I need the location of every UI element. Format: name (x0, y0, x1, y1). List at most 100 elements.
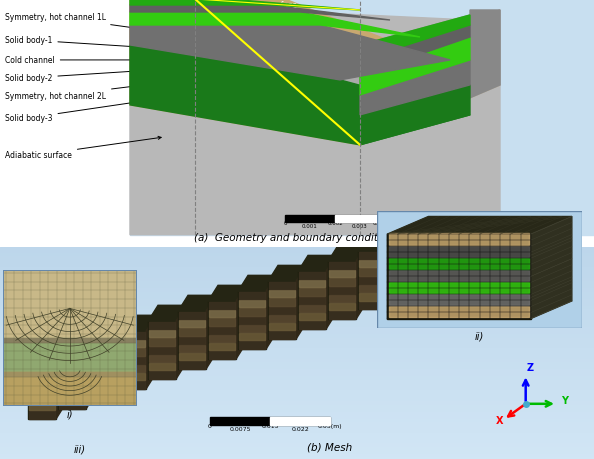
Bar (390, 306, 529, 318)
Bar (0, 255, 594, 258)
Bar (329, 295, 355, 302)
Bar (329, 262, 355, 269)
Bar (269, 307, 295, 314)
Text: Solid body-1: Solid body-1 (5, 36, 181, 52)
Bar (0, 360, 594, 364)
Polygon shape (508, 186, 546, 202)
Bar (0, 427, 594, 431)
Bar (449, 247, 475, 254)
Bar (509, 219, 535, 226)
Bar (0, 431, 594, 434)
Bar (479, 213, 505, 220)
Polygon shape (118, 316, 156, 331)
Bar (0, 347, 594, 350)
Text: Symmetry, hot channel 2L: Symmetry, hot channel 2L (5, 80, 181, 101)
Bar (478, 212, 506, 270)
Bar (29, 386, 55, 394)
Polygon shape (58, 336, 96, 352)
Bar (299, 272, 325, 280)
Bar (419, 249, 445, 256)
Bar (419, 282, 445, 289)
Bar (0, 452, 594, 455)
Bar (209, 327, 235, 334)
Bar (149, 330, 175, 337)
Bar (0, 290, 594, 294)
Bar (119, 348, 145, 356)
Bar (389, 284, 415, 291)
Bar (0, 350, 594, 353)
Bar (89, 350, 115, 358)
Bar (0, 410, 594, 413)
Polygon shape (146, 316, 156, 389)
Bar (479, 229, 505, 236)
Polygon shape (176, 306, 186, 379)
Polygon shape (130, 0, 500, 146)
Bar (0, 424, 594, 427)
Polygon shape (130, 46, 470, 146)
Bar (59, 385, 85, 392)
Bar (329, 279, 355, 286)
Bar (0, 385, 594, 389)
Text: Z: Z (527, 362, 534, 372)
Bar (28, 361, 56, 419)
Bar (328, 262, 356, 319)
Bar (29, 370, 55, 377)
Polygon shape (476, 206, 486, 280)
Polygon shape (178, 296, 216, 312)
Bar (479, 262, 505, 269)
Bar (239, 301, 265, 308)
Bar (0, 438, 594, 442)
Bar (269, 291, 295, 298)
Bar (449, 223, 475, 230)
Polygon shape (116, 325, 126, 399)
Bar (179, 320, 205, 328)
Bar (270, 417, 330, 425)
Bar (269, 324, 295, 331)
Bar (0, 308, 594, 311)
Bar (390, 258, 529, 269)
Bar (0, 336, 594, 339)
Bar (119, 381, 145, 389)
Bar (390, 270, 529, 281)
Bar (179, 362, 205, 369)
Bar (479, 221, 505, 228)
Bar (387, 235, 531, 319)
Bar (0, 434, 594, 438)
Polygon shape (268, 266, 306, 282)
Bar (149, 347, 175, 354)
Bar (179, 353, 205, 361)
Bar (0, 311, 594, 315)
Polygon shape (130, 26, 450, 81)
Bar (3, 339, 137, 372)
Bar (0, 304, 594, 308)
Bar (119, 340, 145, 347)
Bar (89, 342, 115, 349)
Bar (29, 411, 55, 419)
Bar (179, 329, 205, 336)
Polygon shape (206, 296, 216, 369)
Bar (449, 256, 475, 263)
Polygon shape (360, 11, 500, 146)
Bar (149, 364, 175, 370)
Bar (508, 202, 536, 260)
Bar (359, 294, 385, 301)
Bar (59, 377, 85, 384)
Polygon shape (326, 256, 336, 330)
Bar (0, 325, 594, 329)
Bar (89, 383, 115, 391)
Bar (89, 367, 115, 374)
Bar (329, 287, 355, 294)
Bar (0, 371, 594, 375)
Polygon shape (130, 1, 360, 11)
Bar (449, 239, 475, 246)
Bar (239, 341, 265, 349)
Text: Adiabatic surface: Adiabatic surface (5, 137, 161, 160)
Polygon shape (130, 6, 390, 21)
Text: Cold channel: Cold channel (5, 56, 181, 65)
Bar (269, 299, 295, 306)
Text: Symmetry, hot channel 1L: Symmetry, hot channel 1L (5, 13, 181, 36)
Bar (89, 375, 115, 382)
Bar (269, 282, 295, 290)
Bar (419, 257, 445, 264)
Bar (0, 353, 594, 357)
